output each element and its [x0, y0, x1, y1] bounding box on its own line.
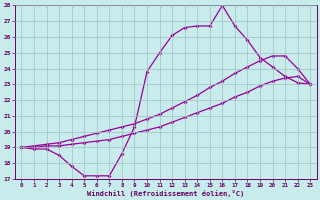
- X-axis label: Windchill (Refroidissement éolien,°C): Windchill (Refroidissement éolien,°C): [87, 190, 244, 197]
